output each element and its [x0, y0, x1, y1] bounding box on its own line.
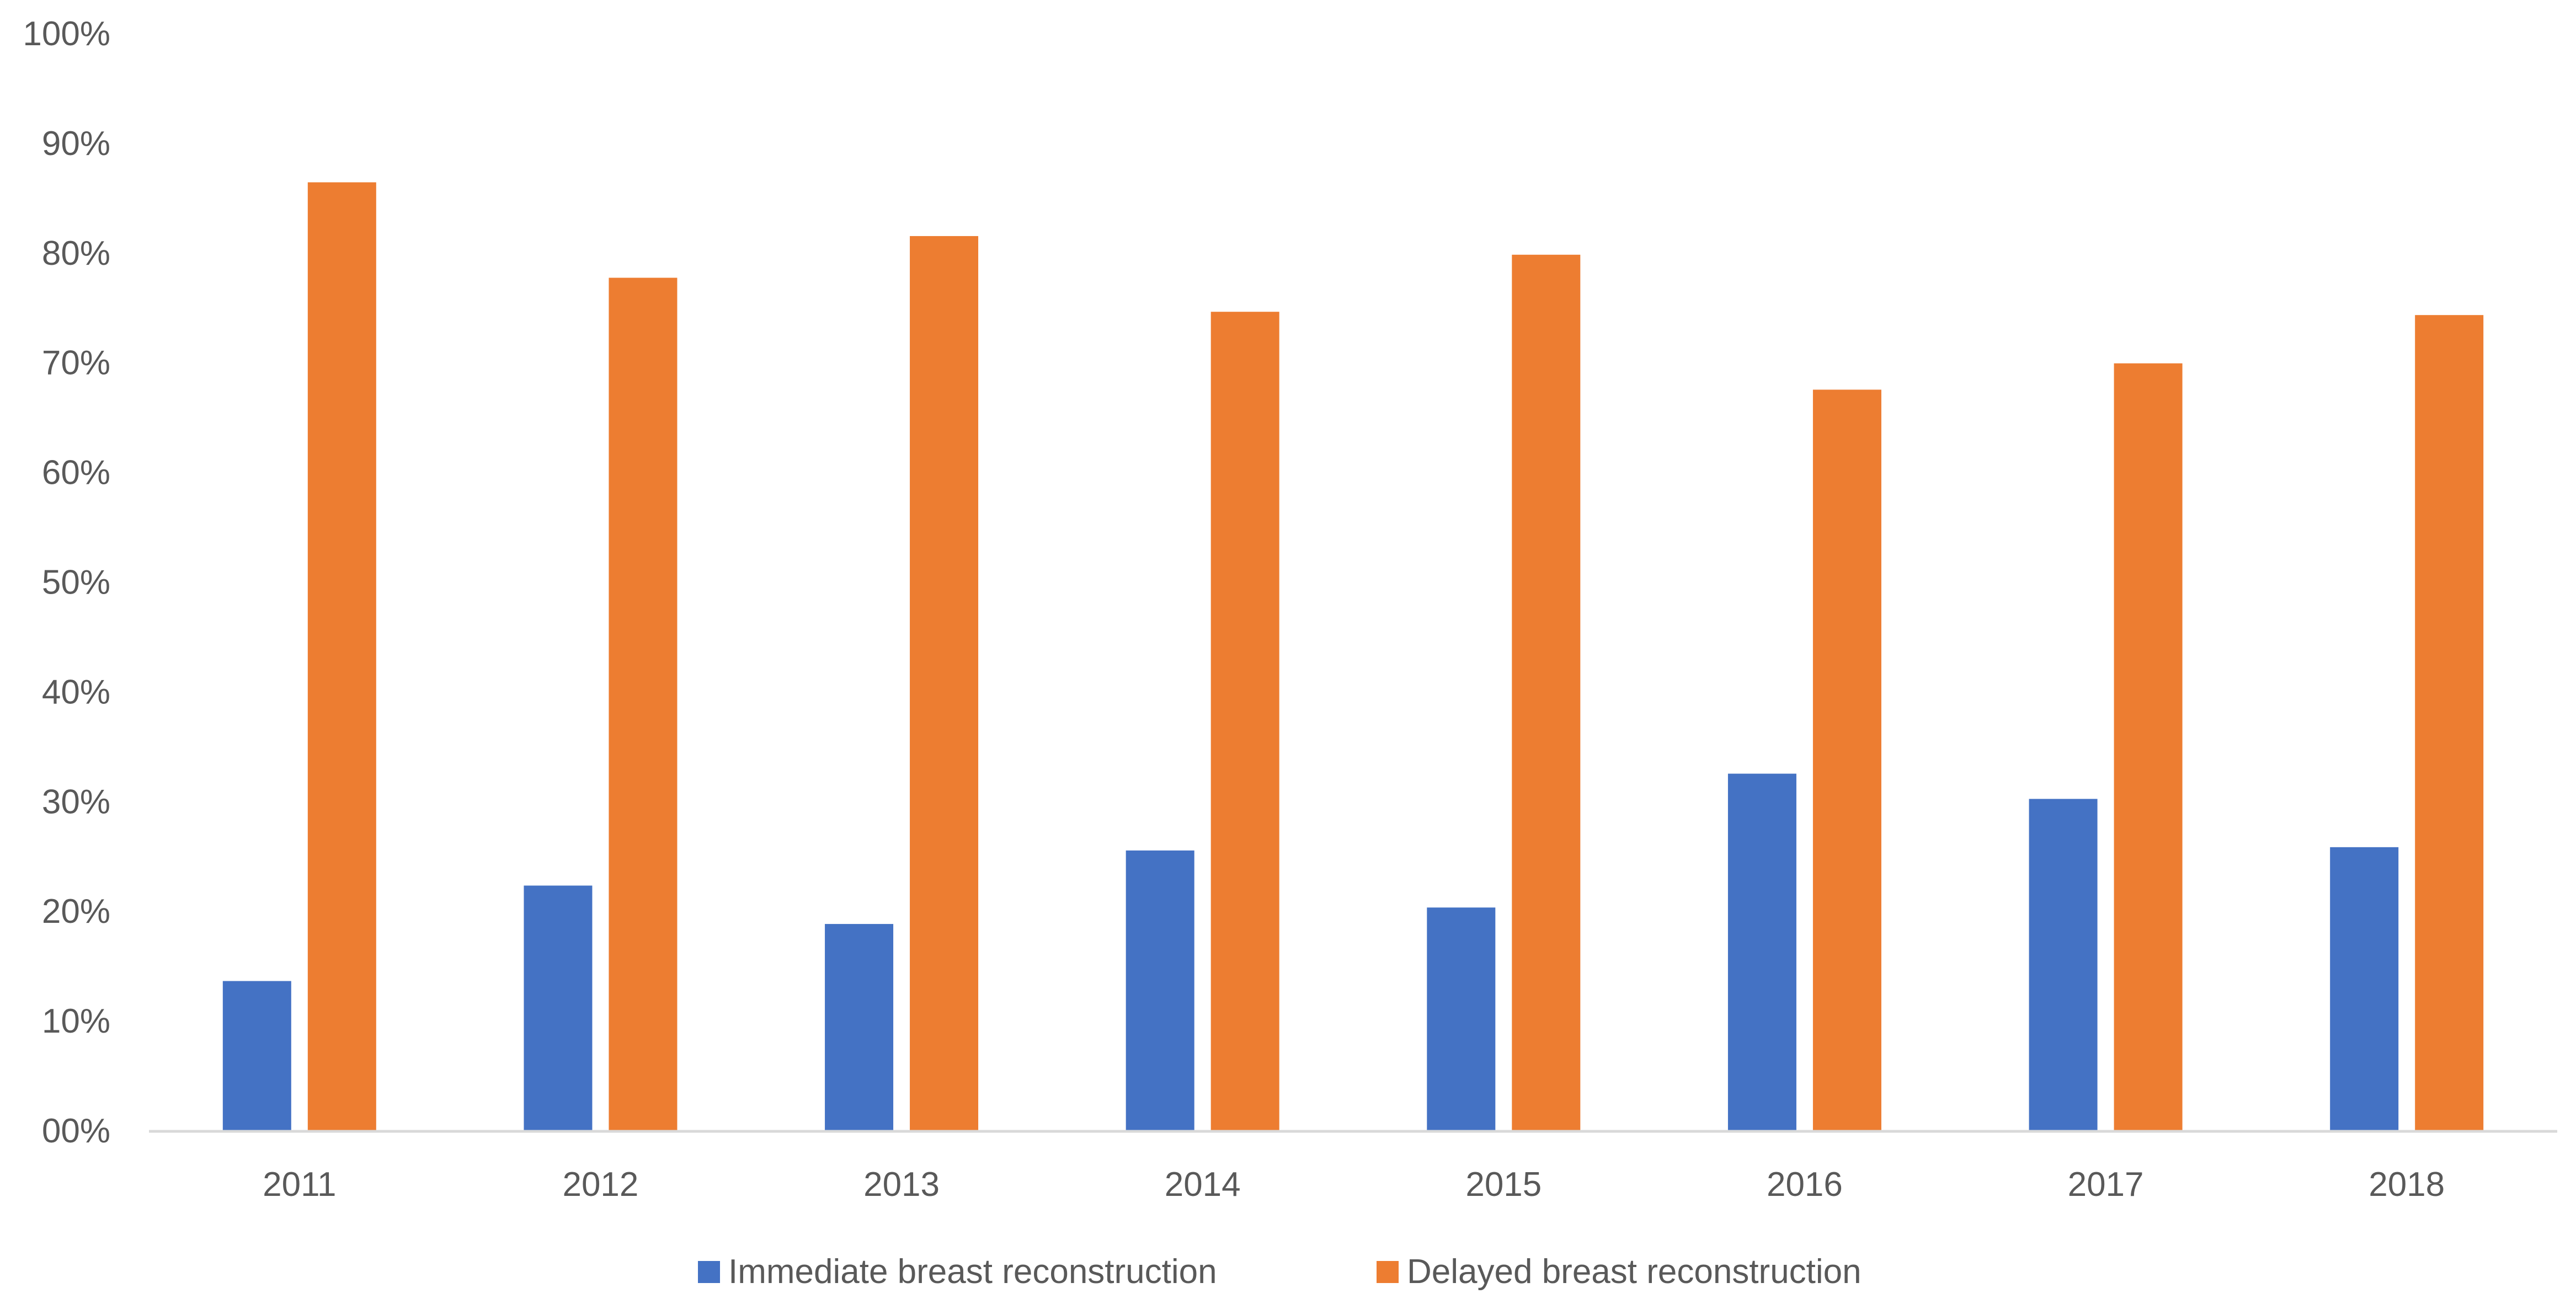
bar-delayed-2014	[1210, 312, 1279, 1130]
x-tick-label-2011: 2011	[263, 1166, 336, 1204]
x-tick-label-2017: 2017	[2068, 1166, 2144, 1204]
x-tick-label-2012: 2012	[562, 1166, 638, 1204]
legend-swatch-immediate	[698, 1261, 720, 1283]
bar-delayed-2013	[910, 236, 979, 1131]
y-tick-label: 100%	[23, 15, 110, 53]
bar-immediate-2014	[1126, 850, 1194, 1130]
bar-delayed-2011	[307, 182, 376, 1130]
y-tick-label: 60%	[42, 454, 110, 492]
bar-delayed-2017	[2114, 363, 2183, 1131]
legend: Immediate breast reconstruction Delayed b…	[698, 1253, 1862, 1291]
bar-delayed-2018	[2415, 315, 2484, 1130]
legend-label-delayed: Delayed breast reconstruction	[1407, 1253, 1862, 1291]
bar-immediate-2018	[2330, 847, 2399, 1130]
bar-delayed-2012	[609, 277, 678, 1130]
y-tick-label: 20%	[42, 893, 110, 931]
bar-delayed-2015	[1512, 254, 1581, 1130]
y-axis-tick-labels: 00% 10% 20% 30% 40% 50% 60% 70% 80% 90% 100%	[23, 15, 110, 1150]
x-tick-label-2014: 2014	[1165, 1166, 1241, 1204]
x-axis-tick-labels: 2011 2012 2013 2014 2015 2016 2017 2018	[263, 1166, 2445, 1204]
bar-immediate-2015	[1427, 907, 1496, 1130]
y-tick-label: 70%	[42, 344, 110, 382]
x-tick-label-2016: 2016	[1767, 1166, 1843, 1204]
bar-immediate-2012	[524, 885, 593, 1130]
bar-series-group	[222, 182, 2484, 1131]
bar-immediate-2016	[1727, 773, 1796, 1130]
y-tick-label: 90%	[42, 125, 110, 163]
bar-immediate-2017	[2029, 799, 2098, 1130]
bar-immediate-2013	[825, 924, 894, 1130]
y-tick-label: 40%	[42, 673, 110, 711]
bar-delayed-2016	[1812, 389, 1881, 1130]
x-tick-label-2015: 2015	[1465, 1166, 1542, 1204]
legend-label-immediate: Immediate breast reconstruction	[728, 1253, 1217, 1291]
y-tick-label: 00%	[42, 1112, 110, 1150]
legend-swatch-delayed	[1377, 1261, 1399, 1283]
y-tick-label: 10%	[42, 1002, 110, 1040]
bar-immediate-2011	[222, 981, 291, 1130]
x-tick-label-2018: 2018	[2369, 1166, 2445, 1204]
y-tick-label: 30%	[42, 783, 110, 821]
y-tick-label: 50%	[42, 564, 110, 602]
x-tick-label-2013: 2013	[863, 1166, 940, 1204]
y-tick-label: 80%	[42, 234, 110, 272]
